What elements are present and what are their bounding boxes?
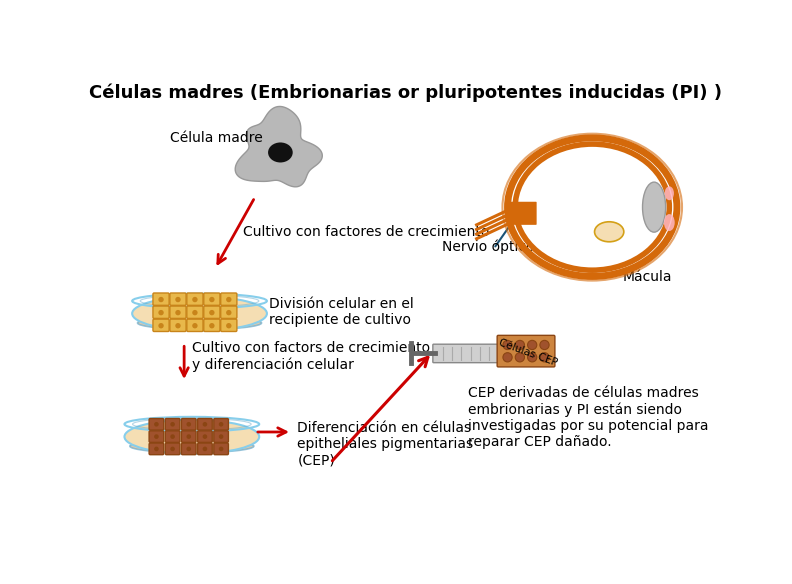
FancyBboxPatch shape — [204, 293, 220, 305]
FancyBboxPatch shape — [187, 293, 203, 305]
Circle shape — [186, 447, 191, 451]
FancyBboxPatch shape — [198, 419, 212, 430]
Ellipse shape — [664, 186, 674, 200]
Circle shape — [175, 323, 181, 328]
FancyBboxPatch shape — [198, 431, 212, 442]
Text: Cultivo con factors de crecimiento
y diferenciación celular: Cultivo con factors de crecimiento y dif… — [192, 341, 430, 372]
Circle shape — [516, 353, 524, 362]
Circle shape — [192, 310, 198, 315]
Circle shape — [175, 297, 181, 303]
Circle shape — [170, 434, 175, 439]
FancyBboxPatch shape — [149, 419, 164, 430]
Circle shape — [203, 447, 208, 451]
Circle shape — [186, 422, 191, 426]
FancyBboxPatch shape — [433, 344, 504, 363]
Ellipse shape — [132, 297, 267, 331]
FancyBboxPatch shape — [166, 431, 180, 442]
Circle shape — [154, 447, 158, 451]
Text: Célula madre: Célula madre — [170, 131, 263, 145]
FancyBboxPatch shape — [153, 293, 169, 305]
FancyBboxPatch shape — [204, 319, 220, 332]
Text: CEP derivadas de células madres
embrionarias y PI están siendo
investigadas por : CEP derivadas de células madres embriona… — [467, 386, 708, 449]
Circle shape — [203, 422, 208, 426]
Ellipse shape — [138, 317, 261, 329]
FancyBboxPatch shape — [214, 443, 228, 455]
Circle shape — [203, 434, 208, 439]
Polygon shape — [235, 106, 322, 187]
FancyBboxPatch shape — [170, 319, 186, 332]
FancyBboxPatch shape — [166, 443, 180, 455]
Circle shape — [209, 310, 215, 315]
FancyBboxPatch shape — [187, 319, 203, 332]
FancyBboxPatch shape — [221, 293, 237, 305]
FancyBboxPatch shape — [221, 306, 237, 318]
FancyBboxPatch shape — [204, 306, 220, 318]
Circle shape — [209, 297, 215, 303]
Circle shape — [226, 323, 231, 328]
FancyBboxPatch shape — [198, 443, 212, 455]
Ellipse shape — [124, 420, 259, 454]
Circle shape — [158, 310, 164, 315]
Circle shape — [158, 323, 164, 328]
FancyBboxPatch shape — [170, 293, 186, 305]
FancyBboxPatch shape — [149, 443, 164, 455]
FancyBboxPatch shape — [181, 443, 196, 455]
Circle shape — [158, 297, 164, 303]
Ellipse shape — [130, 440, 253, 453]
Circle shape — [219, 434, 223, 439]
Text: Diferenciación en células
epitheliales pigmentarias
(CEP): Diferenciación en células epitheliales p… — [297, 421, 474, 468]
FancyBboxPatch shape — [170, 306, 186, 318]
Circle shape — [170, 422, 175, 426]
Circle shape — [219, 422, 223, 426]
FancyBboxPatch shape — [221, 319, 237, 332]
FancyBboxPatch shape — [166, 419, 180, 430]
Circle shape — [154, 422, 158, 426]
Circle shape — [186, 434, 191, 439]
FancyBboxPatch shape — [181, 419, 196, 430]
Circle shape — [540, 340, 549, 350]
FancyBboxPatch shape — [187, 306, 203, 318]
Ellipse shape — [268, 142, 293, 162]
Circle shape — [527, 353, 537, 362]
Text: División celular en el
recipiente de cultivo: División celular en el recipiente de cul… — [268, 297, 413, 328]
Ellipse shape — [664, 214, 675, 231]
Circle shape — [503, 353, 512, 362]
Circle shape — [209, 323, 215, 328]
Ellipse shape — [524, 151, 661, 263]
Circle shape — [219, 447, 223, 451]
FancyBboxPatch shape — [181, 431, 196, 442]
FancyBboxPatch shape — [214, 419, 228, 430]
FancyBboxPatch shape — [497, 335, 555, 367]
Circle shape — [503, 340, 512, 350]
Text: Células madres (Embrionarias or pluripotentes inducidas (PI) ): Células madres (Embrionarias or pluripot… — [89, 84, 722, 102]
Circle shape — [192, 323, 198, 328]
Text: Nervio óptico: Nervio óptico — [442, 240, 535, 255]
Ellipse shape — [642, 182, 665, 232]
FancyBboxPatch shape — [214, 431, 228, 442]
Circle shape — [192, 297, 198, 303]
FancyBboxPatch shape — [149, 431, 164, 442]
Ellipse shape — [595, 222, 624, 242]
Circle shape — [527, 340, 537, 350]
FancyBboxPatch shape — [153, 319, 169, 332]
Text: Células CEP: Células CEP — [497, 338, 558, 368]
Circle shape — [175, 310, 181, 315]
Circle shape — [226, 310, 231, 315]
Circle shape — [516, 340, 524, 350]
FancyBboxPatch shape — [153, 306, 169, 318]
Circle shape — [540, 353, 549, 362]
Ellipse shape — [515, 144, 669, 270]
FancyBboxPatch shape — [511, 201, 537, 225]
Circle shape — [226, 297, 231, 303]
Circle shape — [170, 447, 175, 451]
Circle shape — [154, 434, 158, 439]
Text: Mácula: Mácula — [623, 270, 672, 284]
Text: Cultivo con factores de crecimiento: Cultivo con factores de crecimiento — [243, 225, 489, 239]
